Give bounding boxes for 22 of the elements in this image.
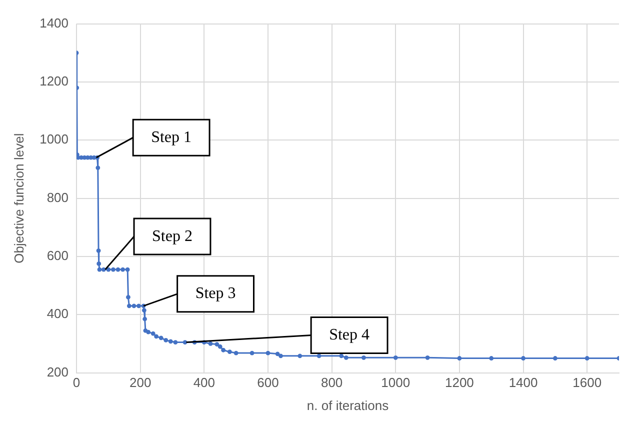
annotation: Step 3 xyxy=(195,285,236,302)
y-tick-label: 1000 xyxy=(40,132,69,147)
y-tick-label: 200 xyxy=(46,364,69,380)
x-tick-label: 1200 xyxy=(444,375,474,390)
y-tick-label: 400 xyxy=(46,306,69,322)
x-tick-label: 0 xyxy=(72,375,80,390)
x-tick-label: 1600 xyxy=(572,375,602,390)
x-tick-label: 600 xyxy=(257,375,279,390)
y-tick-label: 1200 xyxy=(40,74,69,89)
x-tick-label: 800 xyxy=(320,375,343,390)
x-axis-title: n. of iterations xyxy=(306,398,390,413)
y-tick-label: 600 xyxy=(46,248,69,264)
annotation: Step 1 xyxy=(151,128,192,146)
x-tick-label: 400 xyxy=(193,375,216,390)
y-tick-label: 1400 xyxy=(40,15,69,30)
x-tick-label: 200 xyxy=(129,375,152,390)
annotation: Step 2 xyxy=(152,228,192,245)
annotation: Step 4 xyxy=(329,326,370,344)
x-tick-label: 1400 xyxy=(508,375,538,390)
y-axis-title: Objective funcion level xyxy=(11,133,26,264)
x-tick-label: 1000 xyxy=(381,375,410,390)
y-tick-label: 800 xyxy=(46,190,69,205)
